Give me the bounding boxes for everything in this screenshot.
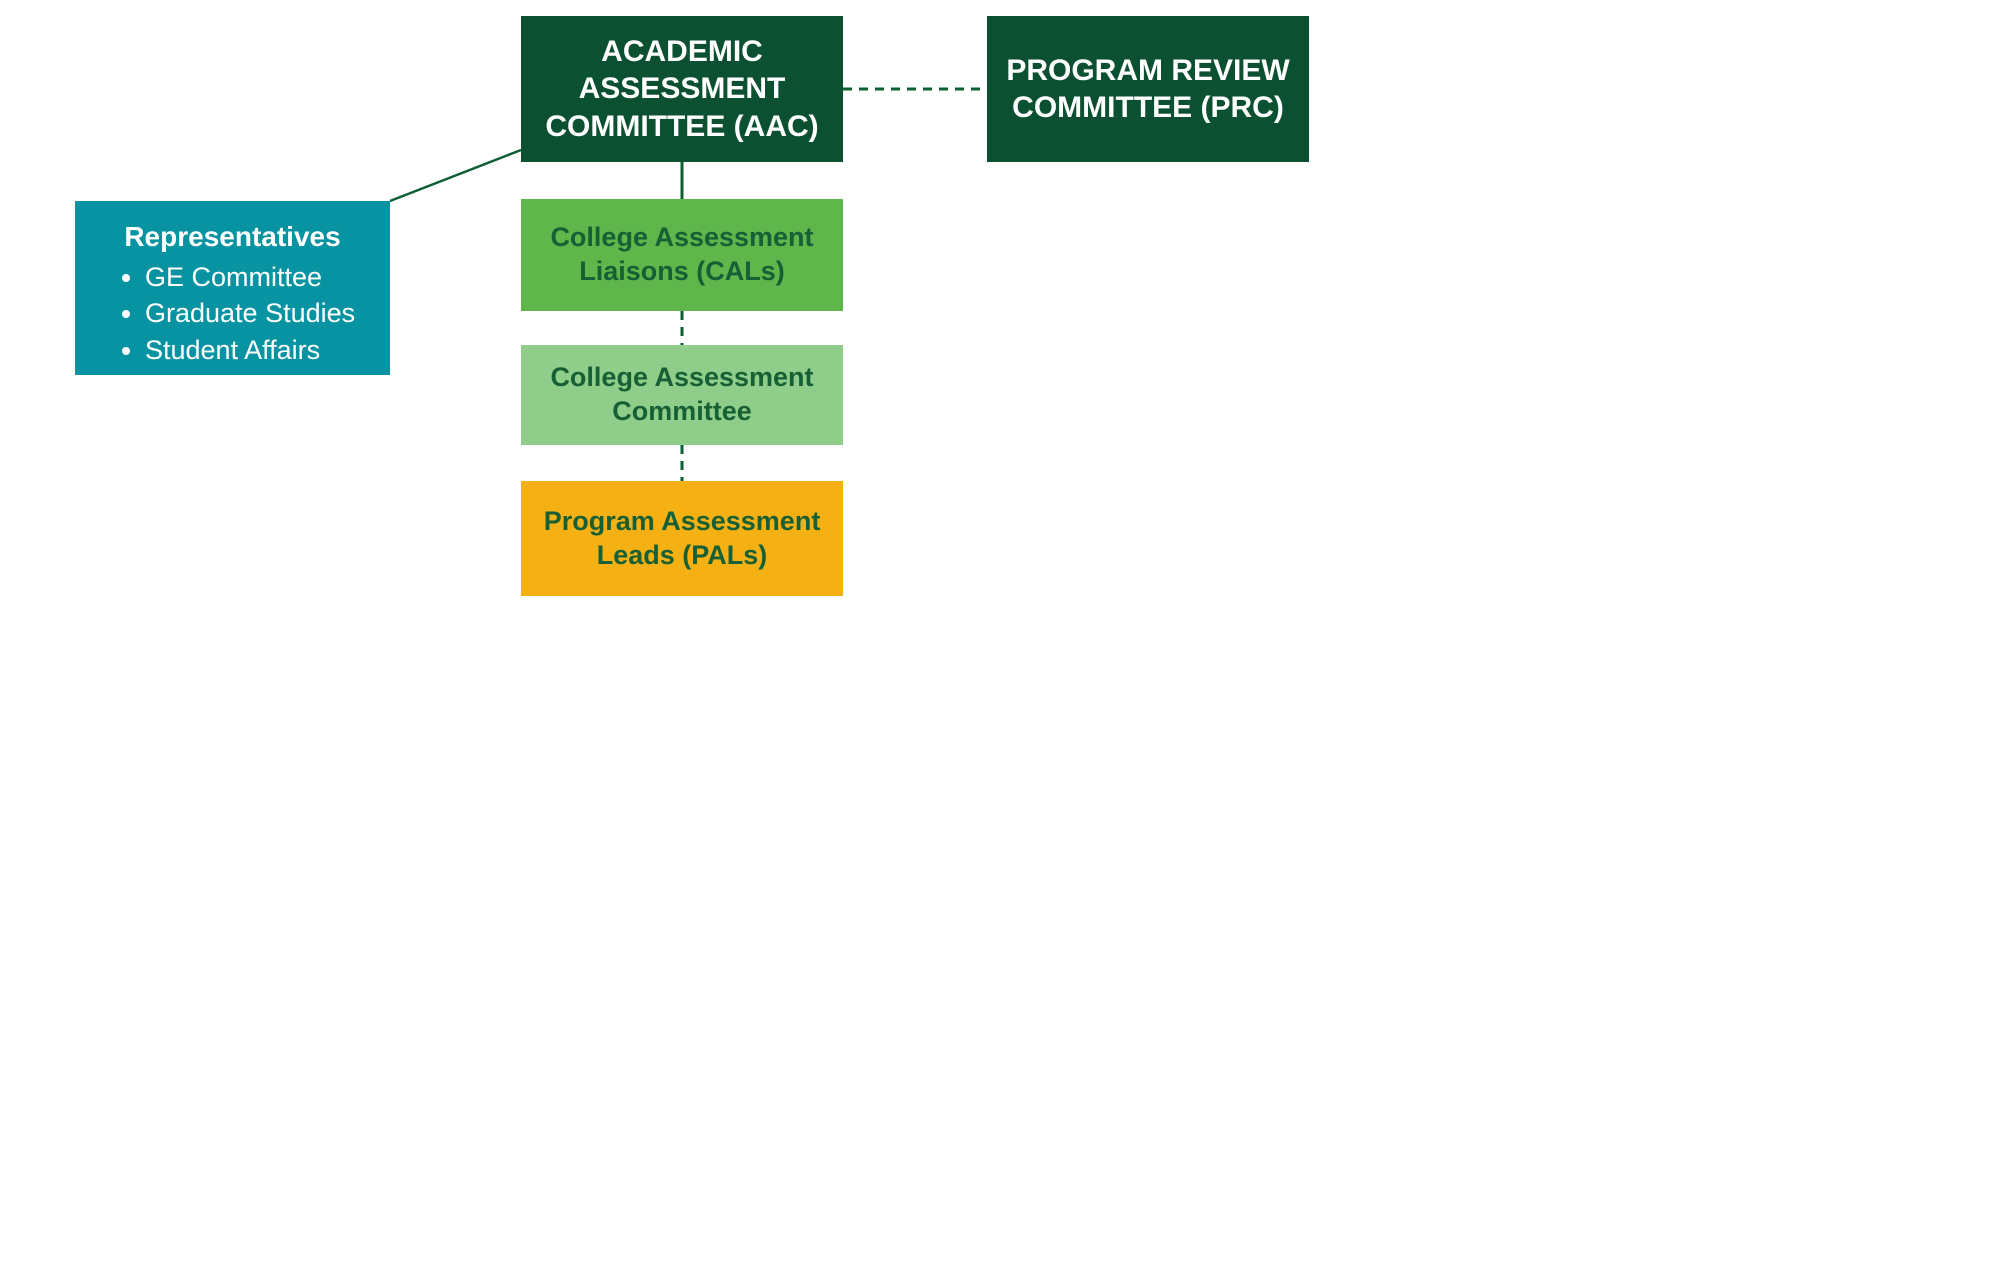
aac-label-2: ASSESSMENT: [545, 70, 818, 108]
edge-aac-reps: [390, 150, 521, 201]
pals-label-1: Program Assessment: [544, 505, 821, 539]
cals-label-1: College Assessment: [550, 221, 813, 255]
pals-label-2: Leads (PALs): [544, 539, 821, 573]
cac-label-2: Committee: [550, 395, 813, 429]
representatives-title: Representatives: [103, 221, 362, 253]
cals-label-2: Liaisons (CALs): [550, 255, 813, 289]
aac-label-3: COMMITTEE (AAC): [545, 108, 818, 146]
rep-item-sa: Student Affairs: [145, 332, 362, 368]
prc-label-1: PROGRAM REVIEW: [1006, 52, 1289, 90]
node-cals: College Assessment Liaisons (CALs): [521, 199, 843, 311]
node-pals: Program Assessment Leads (PALs): [521, 481, 843, 596]
aac-label-1: ACADEMIC: [545, 33, 818, 71]
node-aac: ACADEMIC ASSESSMENT COMMITTEE (AAC): [521, 16, 843, 162]
cac-label-1: College Assessment: [550, 361, 813, 395]
node-prc: PROGRAM REVIEW COMMITTEE (PRC): [987, 16, 1309, 162]
node-representatives: Representatives GE Committee Graduate St…: [75, 201, 390, 375]
diagram-canvas: ACADEMIC ASSESSMENT COMMITTEE (AAC) PROG…: [0, 0, 2000, 1273]
prc-label-2: COMMITTEE (PRC): [1006, 89, 1289, 127]
rep-item-ge: GE Committee: [145, 259, 362, 295]
connector-layer: [0, 0, 2000, 1273]
rep-item-grad: Graduate Studies: [145, 295, 362, 331]
node-cac: College Assessment Committee: [521, 345, 843, 445]
